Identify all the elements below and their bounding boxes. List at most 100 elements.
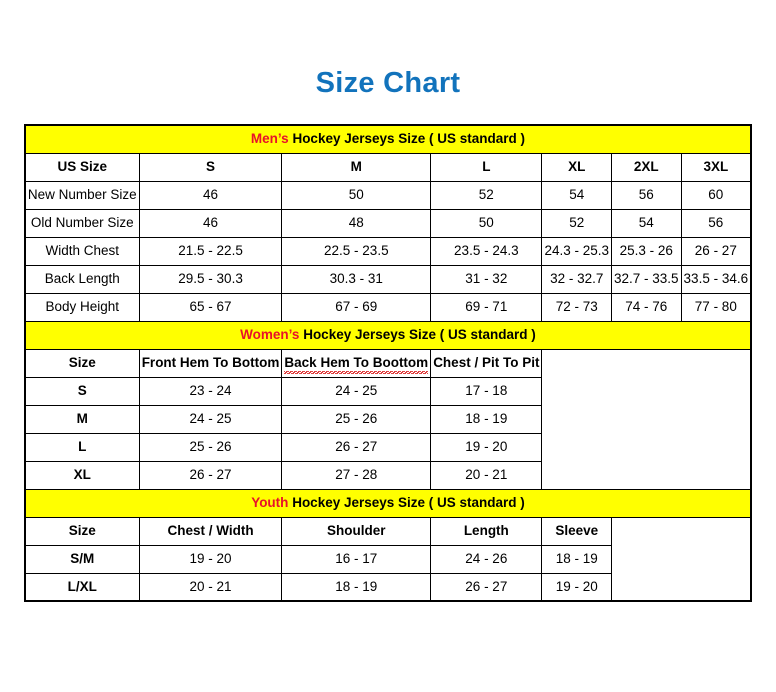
table-cell: 77 - 80: [680, 292, 752, 322]
table-cell: 56: [611, 180, 682, 210]
column-header-mens-2: M: [281, 152, 432, 182]
column-header-mens-1: S: [138, 152, 283, 182]
column-header-youth-2: Shoulder: [281, 516, 432, 546]
section-banner-text: Hockey Jerseys Size ( US standard ): [288, 131, 526, 147]
table-cell: 26 - 27: [138, 460, 283, 490]
table-cell: 52: [541, 208, 612, 238]
column-header-womens-0: Size: [24, 348, 140, 378]
column-header-row-womens: Size Front Hem To Bottom Back Hem To Boott…: [24, 348, 751, 378]
row-label: Back Length: [24, 264, 140, 294]
column-header-womens-3: Chest / Pit To Pit: [430, 348, 543, 378]
row-label: New Number Size: [24, 180, 140, 210]
table-cell: 18 - 19: [281, 572, 432, 602]
section-banner-womens: Women’s Hockey Jerseys Size ( US standar…: [24, 320, 752, 350]
table-cell: 50: [430, 208, 543, 238]
column-header-womens-1: Front Hem To Bottom: [138, 348, 283, 378]
row-label: L/XL: [24, 572, 140, 602]
row-label: S: [24, 376, 140, 406]
table-cell: 29.5 - 30.3: [138, 264, 283, 294]
table-cell: 24 - 25: [281, 376, 432, 406]
row-label: Width Chest: [24, 236, 140, 266]
table-cell: 18 - 19: [430, 404, 543, 434]
column-header-mens-4: XL: [541, 152, 612, 182]
table-cell: 19 - 20: [541, 572, 612, 602]
table-row: S 23 - 24 24 - 25 17 - 18: [24, 376, 751, 406]
table-cell: 18 - 19: [541, 544, 612, 574]
table-cell: 24.3 - 25.3: [541, 236, 612, 266]
section-banner-highlight: Men’s: [250, 131, 289, 147]
table-cell: 56: [680, 208, 752, 238]
page-title: Size Chart: [315, 67, 461, 99]
section-banner-text: Hockey Jerseys Size ( US standard ): [288, 495, 525, 510]
table-cell: 52: [430, 180, 543, 210]
table-row: L 25 - 26 26 - 27 19 - 20: [24, 432, 751, 462]
table-cell: 21.5 - 22.5: [138, 236, 283, 266]
section-banner-text: Hockey Jerseys Size ( US standard ): [299, 327, 536, 342]
table-cell: 31 - 32: [430, 264, 543, 294]
table-cell: 72 - 73: [541, 292, 612, 322]
section-banner-youth: Youth Hockey Jerseys Size ( US standard …: [24, 488, 752, 518]
spellcheck-squiggle: Back Hem To Boottom: [284, 355, 429, 374]
table-cell: 24 - 26: [430, 544, 543, 574]
table-row: Back Length 29.5 - 30.3 30.3 - 31 31 - 32 32…: [24, 264, 752, 294]
column-header-row-mens: US Size S M L XL 2XL 3XL: [24, 152, 752, 182]
table-cell: 60: [680, 180, 752, 210]
table-cell: 25.3 - 26: [611, 236, 682, 266]
section-banner-mens: Men’s Hockey Jerseys Size ( US standard …: [24, 124, 752, 154]
table-cell: 32.7 - 33.5: [611, 264, 682, 294]
column-header-mens-3: L: [430, 152, 543, 182]
table-cell: 48: [281, 208, 432, 238]
row-label: Old Number Size: [24, 208, 140, 238]
table-cell: 19 - 20: [138, 544, 283, 574]
table-cell: 26 - 27: [430, 572, 543, 602]
section-banner-highlight: Youth: [251, 495, 289, 510]
table-row: L/XL 20 - 21 18 - 19 26 - 27 19 - 20: [24, 572, 751, 602]
table-cell: 69 - 71: [430, 292, 543, 322]
column-header-mens-6: 3XL: [680, 152, 752, 182]
table-cell: 16 - 17: [281, 544, 432, 574]
table-cell: 25 - 26: [281, 404, 432, 434]
table-cell: 22.5 - 23.5: [281, 236, 432, 266]
section-banner-row-mens: Men’s Hockey Jerseys Size ( US standard …: [24, 124, 752, 154]
table-cell: 50: [281, 180, 432, 210]
table-cell: 26 - 27: [281, 432, 432, 462]
table-cell: 23 - 24: [138, 376, 283, 406]
table-row: M 24 - 25 25 - 26 18 - 19: [24, 404, 751, 434]
table-cell: 19 - 20: [430, 432, 543, 462]
section-banner-row-womens: Women’s Hockey Jerseys Size ( US standar…: [24, 320, 752, 350]
column-header-youth-3: Length: [430, 516, 543, 546]
column-header-youth-0: Size: [24, 516, 140, 546]
column-header-youth-1: Chest / Width: [138, 516, 283, 546]
section-banner-row-youth: Youth Hockey Jerseys Size ( US standard …: [24, 488, 752, 518]
table-cell: 46: [138, 208, 283, 238]
table-cell: 46: [138, 180, 283, 210]
table-cell: 54: [611, 208, 682, 238]
table-row: XL 26 - 27 27 - 28 20 - 21: [24, 460, 751, 490]
table-cell: 20 - 21: [138, 572, 283, 602]
table-cell: 20 - 21: [430, 460, 543, 490]
table-cell: 26 - 27: [680, 236, 752, 266]
column-header-womens-2: Back Hem To Boottom: [281, 348, 432, 378]
table-cell: 17 - 18: [430, 376, 543, 406]
table-cell: 33.5 - 34.6: [680, 264, 752, 294]
table-cell: 23.5 - 24.3: [430, 236, 543, 266]
row-label: Body Height: [24, 292, 140, 322]
table-cell: 27 - 28: [281, 460, 432, 490]
table-row: Body Height 65 - 67 67 - 69 69 - 71 72 - 73 7…: [24, 292, 752, 322]
row-label: M: [24, 404, 140, 434]
table-cell: 74 - 76: [611, 292, 682, 322]
column-header-mens-5: 2XL: [611, 152, 682, 182]
column-header-row-youth: Size Chest / Width Shoulder Length Sleeve: [24, 516, 751, 546]
table-cell: 24 - 25: [138, 404, 283, 434]
table-cell: 30.3 - 31: [281, 264, 432, 294]
row-label: XL: [24, 460, 140, 490]
table-row: New Number Size 46 50 52 54 56 60: [24, 180, 752, 210]
size-chart-body: Men’s Hockey Jerseys Size ( US standard …: [24, 124, 752, 602]
size-chart-table: Men’s Hockey Jerseys Size ( US standard …: [23, 124, 753, 602]
section-banner-highlight: Women’s: [240, 327, 300, 342]
row-label: S/M: [24, 544, 140, 574]
table-row: Width Chest 21.5 - 22.5 22.5 - 23.5 23.5 - …: [24, 236, 752, 266]
table-cell: 67 - 69: [281, 292, 432, 322]
table-row: S/M 19 - 20 16 - 17 24 - 26 18 - 19: [24, 544, 751, 574]
